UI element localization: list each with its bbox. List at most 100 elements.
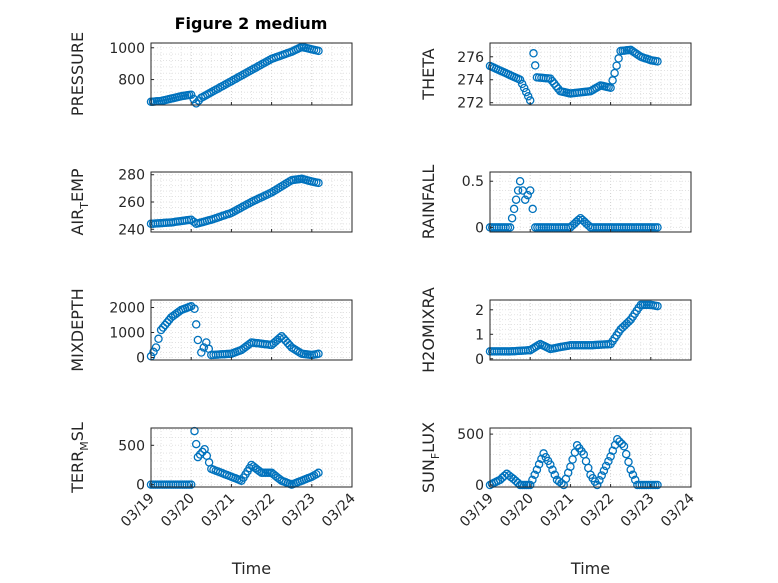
x-tick-label: 03/22 <box>578 491 618 531</box>
data-point <box>519 83 529 93</box>
y-axis-label: H2OMIXRA <box>419 287 438 373</box>
data-point <box>550 79 559 88</box>
x-axis-label: Time <box>231 559 271 578</box>
x-tick-label: 03/24 <box>658 490 698 530</box>
data-point <box>529 49 538 58</box>
data-point <box>528 475 537 485</box>
data-point <box>191 320 201 329</box>
data-point <box>515 75 525 84</box>
axes-box <box>150 299 353 361</box>
x-tick-label: 03/19 <box>118 491 158 531</box>
data-point <box>199 343 209 352</box>
data-point <box>601 461 611 471</box>
data-point <box>521 87 531 97</box>
data-point <box>190 304 199 314</box>
data-point <box>532 465 542 474</box>
data-point <box>255 467 264 476</box>
data-point <box>523 190 532 200</box>
data-point <box>274 184 283 193</box>
data-point <box>548 465 557 474</box>
axes-box <box>489 42 692 106</box>
x-tick-label: 03/22 <box>239 491 279 531</box>
data-point <box>151 343 161 352</box>
x-tick-label: 03/24 <box>319 490 359 530</box>
data-point <box>613 434 622 444</box>
data-point <box>621 449 631 459</box>
data-point <box>648 223 658 232</box>
y-tick-label: 260 <box>118 195 145 211</box>
data-point <box>614 54 623 63</box>
data-point <box>515 176 525 186</box>
y-tick-label: 2 <box>475 303 484 319</box>
x-tick-label: 03/20 <box>158 491 198 531</box>
x-tick-label: 03/23 <box>618 491 658 531</box>
data-point <box>513 186 523 195</box>
subplot-theta: 272 274 276 THETA <box>419 42 692 112</box>
y-tick-label: 0 <box>475 478 484 494</box>
plot-area <box>151 428 352 487</box>
y-axis-label: SUNFLUX <box>419 422 442 493</box>
data-point <box>197 348 206 357</box>
y-tick-label: 0 <box>136 478 145 494</box>
x-tick-label: 03/21 <box>537 491 577 531</box>
axes-box <box>489 427 692 488</box>
data-point <box>186 215 196 224</box>
data-point <box>530 61 540 70</box>
data-point <box>530 470 539 480</box>
figure-title: Figure 2 medium <box>175 14 328 33</box>
y-tick-label: 274 <box>457 73 484 89</box>
data-point <box>525 186 535 195</box>
data-point <box>626 465 635 474</box>
data-point <box>149 347 158 357</box>
y-tick-label: 1000 <box>109 41 145 57</box>
subplot-h2omixra: 0 1 2 H2OMIXRA <box>419 287 692 373</box>
data-point <box>574 215 583 225</box>
data-point <box>191 439 201 449</box>
data-point <box>653 223 662 232</box>
y-tick-label: 0 <box>475 220 484 236</box>
y-tick-label: 272 <box>457 96 484 112</box>
data-point <box>509 204 519 214</box>
y-tick-label: 500 <box>457 427 484 443</box>
data-point <box>511 195 521 204</box>
data-point <box>523 92 533 101</box>
y-tick-label: 800 <box>118 73 145 89</box>
data-point <box>520 195 530 204</box>
y-tick-label: 500 <box>118 438 145 454</box>
data-point <box>653 57 662 66</box>
data-point <box>312 469 321 479</box>
subplot-mixdepth: 0 1000 2000 MIXDEPTH <box>68 288 353 372</box>
data-point <box>314 178 323 188</box>
y-tick-label: 276 <box>457 50 484 66</box>
data-point <box>280 180 290 189</box>
y-axis-label: RAINFALL <box>419 165 438 240</box>
data-point <box>548 76 557 86</box>
y-axis-label: MIXDEPTH <box>68 288 87 371</box>
y-axis-label: PRESSURE <box>68 32 87 116</box>
y-axis-label: TERRMSL <box>68 422 91 494</box>
x-axis-label: Time <box>570 559 610 578</box>
y-axis-label: THETA <box>419 48 438 100</box>
axes-box <box>489 171 692 233</box>
data-point <box>193 335 203 345</box>
data-point <box>604 456 613 466</box>
data-point <box>186 90 196 99</box>
data-point <box>314 468 323 478</box>
y-tick-label: 1 <box>475 327 484 343</box>
data-point <box>619 442 629 451</box>
x-tick-label: 03/19 <box>457 491 497 531</box>
data-point <box>501 223 510 232</box>
y-tick-label: 240 <box>118 222 145 238</box>
data-point <box>267 188 276 197</box>
y-tick-label: 1000 <box>109 326 145 342</box>
y-axis-label: AIRTEMP <box>68 168 91 235</box>
subplot-terr-msl: 0 500 TERRMSL 03/19 03/20 03/21 03/22 03/23 03/2… <box>68 422 359 578</box>
data-point <box>599 466 609 475</box>
axes-box <box>150 427 353 488</box>
data-point <box>630 475 640 485</box>
axes-box <box>489 299 692 361</box>
data-point <box>606 83 615 93</box>
x-tick-label: 03/20 <box>497 491 537 531</box>
y-tick-label: 0.5 <box>462 174 484 190</box>
data-point <box>295 348 304 357</box>
